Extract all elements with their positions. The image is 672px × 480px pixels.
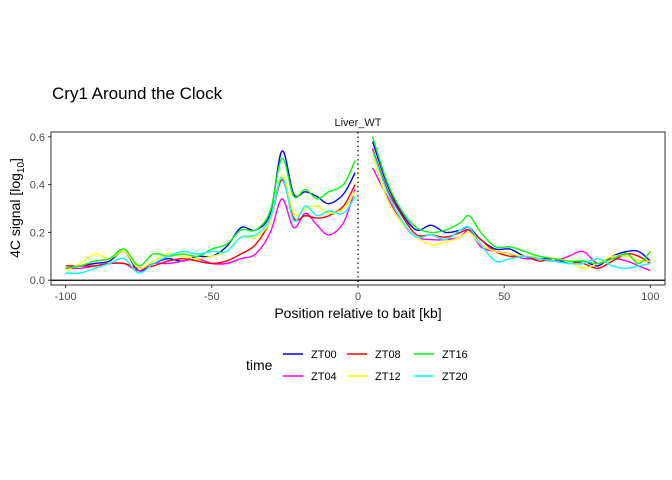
x-tick-label: 0 [355, 291, 361, 303]
y-axis: 0.0 0.2 0.4 0.6 [30, 132, 51, 287]
series-line-zt12-left [65, 174, 356, 272]
series-line-zt08-right [371, 148, 651, 270]
y-axis-title-main: 4C signal [log [7, 173, 23, 258]
legend-label-zt00: ZT00 [311, 349, 337, 361]
series-lines [65, 136, 651, 275]
y-axis-title: 4C signal [log10] [7, 158, 27, 258]
y-tick-label: 0.6 [30, 132, 45, 144]
series-line-zt08-left [65, 179, 356, 270]
x-axis: -100 -50 0 50 100 [55, 285, 660, 303]
legend-title: time [246, 357, 273, 373]
x-axis-title: Position relative to bait [kb] [274, 305, 441, 321]
x-tick-label: -100 [55, 291, 77, 303]
series-line-zt16-left [65, 157, 356, 269]
series-line-zt20-right [371, 150, 651, 270]
legend-label-zt08: ZT08 [375, 349, 401, 361]
legend-label-zt20: ZT20 [442, 371, 468, 383]
y-axis-title-subscript: 10 [16, 162, 27, 174]
x-tick-label: 50 [498, 291, 510, 303]
y-tick-label: 0.4 [30, 180, 45, 192]
legend: time ZT00 ZT04 ZT08 ZT12 ZT16 ZT20 [246, 349, 468, 383]
legend-label-zt16: ZT16 [442, 349, 468, 361]
series-line-zt04-right [371, 167, 651, 272]
series-line-zt12-right [371, 155, 651, 270]
legend-label-zt04: ZT04 [311, 371, 337, 383]
series-line-zt20-left [65, 176, 356, 275]
legend-label-zt12: ZT12 [375, 371, 401, 383]
y-tick-label: 0.0 [30, 275, 45, 287]
x-tick-label: 100 [641, 291, 659, 303]
y-tick-label: 0.2 [30, 227, 45, 239]
series-line-zt16-right [371, 136, 651, 265]
y-axis-title-close: ] [7, 158, 23, 162]
facet-strip-label: Liver_WT [334, 117, 381, 129]
x-tick-label: -50 [204, 291, 220, 303]
chart-title: Cry1 Around the Clock [52, 84, 223, 103]
